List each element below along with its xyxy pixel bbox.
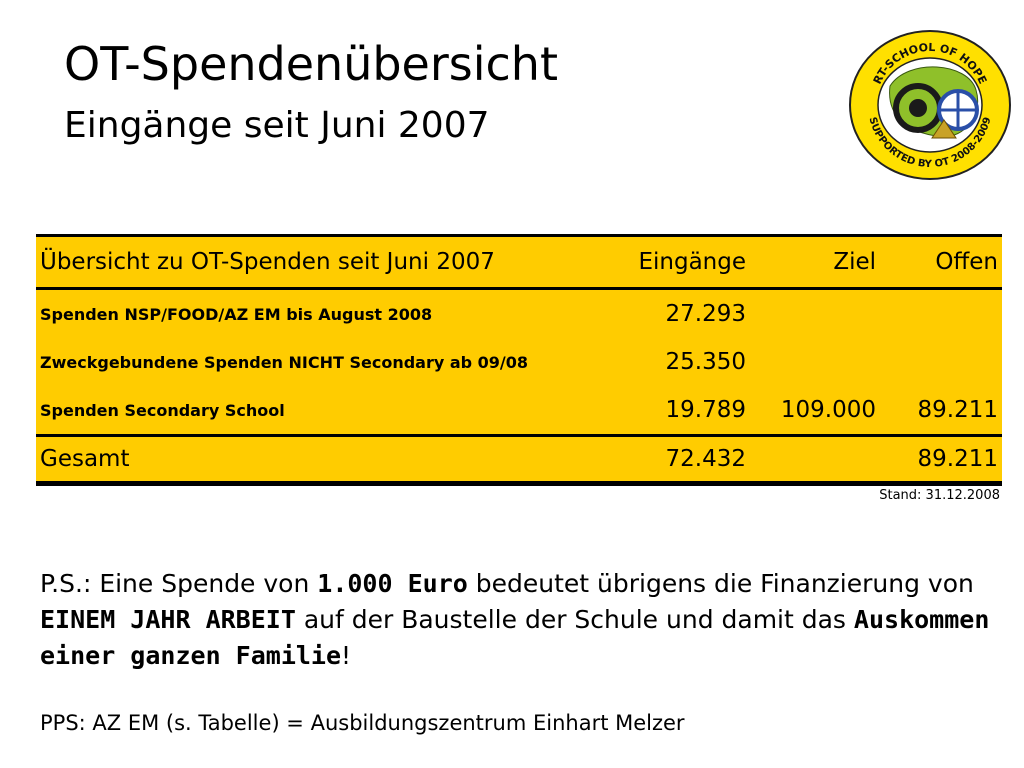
donations-table: Übersicht zu OT-Spenden seit Juni 2007 E… — [36, 234, 1002, 486]
total-label: Gesamt — [36, 434, 612, 486]
row-ziel: 109.000 — [780, 397, 876, 423]
page-subtitle: Eingänge seit Juni 2007 — [64, 105, 490, 146]
row-eingaenge: 25.350 — [665, 349, 746, 375]
note-emphasis: 1.000 Euro — [317, 569, 468, 598]
row-eingaenge: 27.293 — [665, 301, 746, 327]
row-offen — [880, 338, 1002, 386]
row-eingaenge: 19.789 — [665, 397, 746, 423]
ps-note: P.S.: Eine Spende von 1.000 Euro bedeute… — [40, 566, 1000, 674]
total-eingaenge: 72.432 — [612, 434, 750, 486]
row-label: Spenden Secondary School — [40, 400, 285, 420]
table-row: Zweckgebundene Spenden NICHT Secondary a… — [36, 338, 1002, 386]
row-label: Spenden NSP/FOOD/AZ EM bis August 2008 — [40, 304, 433, 324]
note-text: P.S.: Eine Spende von — [40, 569, 318, 598]
note-text: auf der Baustelle der Schule und damit d… — [295, 605, 854, 634]
header-offen: Offen — [880, 234, 1002, 290]
note-emphasis: EINEM JAHR ARBEIT — [40, 605, 296, 634]
row-label: Zweckgebundene Spenden NICHT Secondary a… — [40, 352, 529, 372]
row-ziel — [750, 338, 880, 386]
row-ziel — [750, 289, 880, 339]
note-text: ! — [341, 641, 352, 670]
table-header-row: Übersicht zu OT-Spenden seit Juni 2007 E… — [36, 234, 1002, 290]
row-offen — [880, 289, 1002, 339]
table-total-row: Gesamt 72.432 89.211 — [36, 434, 1002, 486]
header-ziel: Ziel — [750, 234, 880, 290]
donations-table-container: Übersicht zu OT-Spenden seit Juni 2007 E… — [36, 234, 1002, 486]
status-date: Stand: 31.12.2008 — [879, 488, 1000, 503]
total-ziel — [750, 434, 880, 486]
header-eingaenge: Eingänge — [612, 234, 750, 290]
rt-school-of-hope-logo: RT-SCHOOL OF HOPE SUPPORTED BY OT 2008-2… — [846, 28, 1014, 182]
table-row: Spenden Secondary School 19.789 109.000 … — [36, 386, 1002, 436]
total-offen: 89.211 — [880, 434, 1002, 486]
table-row: Spenden NSP/FOOD/AZ EM bis August 2008 2… — [36, 289, 1002, 339]
note-text: bedeutet übrigens die Finanzierung von — [467, 569, 974, 598]
header-overview: Übersicht zu OT-Spenden seit Juni 2007 — [36, 234, 612, 290]
row-offen: 89.211 — [917, 397, 998, 423]
page-title: OT-Spendenübersicht — [64, 37, 558, 91]
pps-note: PPS: AZ EM (s. Tabelle) = Ausbildungszen… — [40, 711, 685, 735]
note-emphasis: Auskommen einer ganzen Familie — [40, 605, 990, 670]
